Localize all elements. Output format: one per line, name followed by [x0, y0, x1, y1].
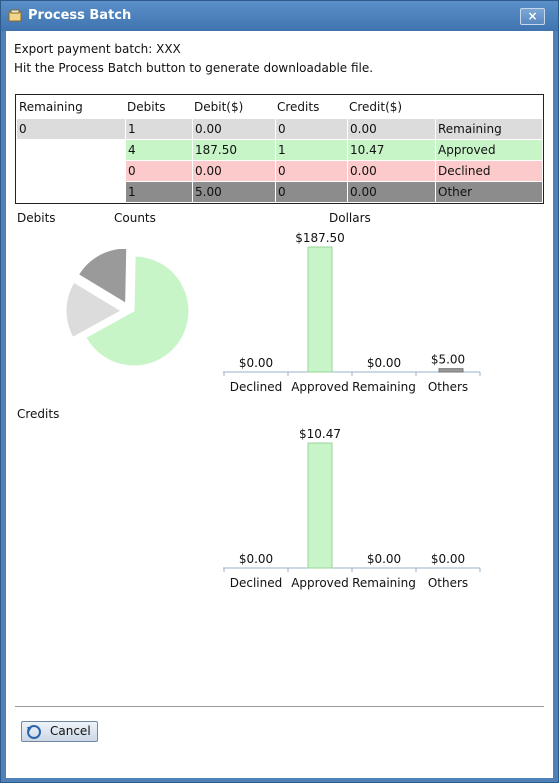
table-row[interactable]: 1 5.00 0 0.00 Other	[17, 182, 542, 202]
cell-credit-amount: 0.00	[347, 161, 435, 181]
cell-debit-amount: 0.00	[192, 161, 275, 181]
cell-remaining: 0	[17, 119, 125, 139]
cell-status: Declined	[435, 161, 542, 181]
header-debit-amount: Debit($)	[194, 100, 244, 114]
cell-credit-amount: 0.00	[347, 119, 435, 139]
close-button[interactable]: ×	[520, 8, 545, 25]
export-batch-label: Export payment batch: XXX	[14, 42, 181, 56]
app-icon	[8, 9, 22, 22]
cancel-button-label: Cancel	[50, 724, 91, 738]
cancel-undo-icon	[27, 725, 41, 739]
table-header-row: Remaining Debits Debit($) Credits Credit…	[17, 97, 542, 117]
table-row[interactable]: 0 0.00 0 0.00 Declined	[17, 161, 542, 181]
bar-value-label: $5.00	[431, 353, 465, 367]
cell-debits: 0	[125, 161, 192, 181]
title-bar[interactable]: Process Batch ×	[1, 1, 558, 31]
cell-credit-amount: 10.47	[347, 140, 435, 160]
counts-label: Counts	[114, 211, 156, 225]
cell-credits: 0	[275, 182, 347, 202]
pie-slice-approved	[85, 255, 190, 367]
bar-value-label: $0.00	[239, 356, 273, 370]
header-debits: Debits	[127, 100, 166, 114]
dialog-body: Export payment batch: XXX Hit the Proces…	[6, 31, 553, 778]
header-credit-amount: Credit($)	[349, 100, 403, 114]
bar-others	[438, 368, 464, 373]
table-row[interactable]: 4 187.50 1 10.47 Approved	[17, 140, 542, 160]
bar-value-label: $0.00	[239, 552, 273, 566]
cancel-button[interactable]: Cancel	[21, 721, 98, 742]
bar-value-label: $0.00	[431, 552, 465, 566]
credits-dollars-bar-chart: $0.00 Declined $10.47 Approved $0.00 Remainin…	[223, 427, 481, 590]
cell-debits: 1	[125, 119, 192, 139]
footer-divider	[15, 706, 544, 707]
bar-value-label: $187.50	[295, 231, 345, 245]
cell-remaining	[17, 161, 125, 181]
bar-value-label: $0.00	[367, 356, 401, 370]
debits-counts-pie-chart	[66, 249, 190, 367]
cell-remaining	[17, 140, 125, 160]
pie-slice-remaining	[66, 281, 123, 339]
header-remaining: Remaining	[19, 100, 83, 114]
cell-debit-amount: 0.00	[192, 119, 275, 139]
x-tick-label-declined: Declined	[230, 380, 283, 394]
cell-credits: 0	[275, 161, 347, 181]
cell-credit-amount: 0.00	[347, 182, 435, 202]
credits-section-label: Credits	[17, 407, 60, 421]
instruction-text: Hit the Process Batch button to generate…	[14, 61, 374, 75]
cell-debits: 1	[125, 182, 192, 202]
cell-debit-amount: 187.50	[192, 140, 275, 160]
bar-value-label: $10.47	[299, 427, 341, 441]
pie-slice-other	[77, 249, 128, 304]
header-credits: Credits	[277, 100, 320, 114]
cell-debits: 4	[125, 140, 192, 160]
x-tick-label-approved: Approved	[291, 576, 349, 590]
batch-summary-table: Remaining Debits Debit($) Credits Credit…	[15, 94, 544, 204]
cell-remaining	[17, 182, 125, 202]
dollars-label: Dollars	[329, 211, 371, 225]
x-tick-label-others: Others	[428, 576, 468, 590]
window-title: Process Batch	[28, 8, 132, 23]
x-tick-label-remaining: Remaining	[352, 380, 416, 394]
bar-approved	[307, 442, 333, 569]
cell-status: Other	[435, 182, 542, 202]
x-tick-label-approved: Approved	[291, 380, 349, 394]
x-tick-label-remaining: Remaining	[352, 576, 416, 590]
cell-credits: 1	[275, 140, 347, 160]
bar-value-label: $0.00	[367, 552, 401, 566]
x-tick-label-declined: Declined	[230, 576, 283, 590]
x-tick-label-others: Others	[428, 380, 468, 394]
debits-dollars-bar-chart: $0.00 Declined $187.50 Approved $0.00 Remaini…	[223, 231, 481, 394]
debits-section-label: Debits	[17, 211, 56, 225]
bar-approved	[307, 246, 333, 373]
cell-debit-amount: 5.00	[192, 182, 275, 202]
table-row[interactable]: 0 1 0.00 0 0.00 Remaining	[17, 119, 542, 139]
cell-status: Remaining	[435, 119, 542, 139]
cell-status: Approved	[435, 140, 542, 160]
cell-credits: 0	[275, 119, 347, 139]
header-status	[435, 97, 542, 117]
